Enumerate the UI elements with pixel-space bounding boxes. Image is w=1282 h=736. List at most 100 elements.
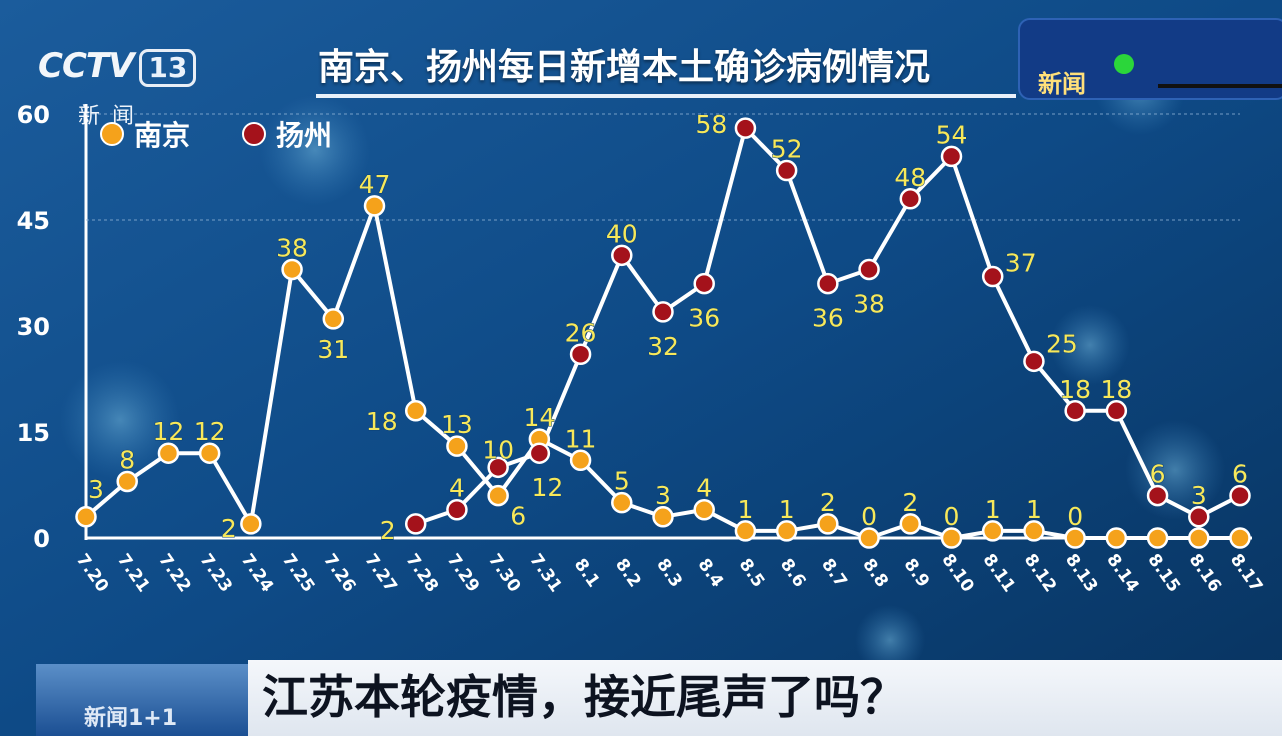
data-point-yangzhou — [817, 272, 839, 295]
x-tick-label: 7.28 — [402, 550, 442, 596]
x-tick-label: 8.1 — [570, 555, 604, 591]
data-point-yangzhou — [775, 159, 798, 182]
y-tick-label: 15 — [17, 419, 50, 447]
data-label: 2 — [380, 516, 396, 545]
data-label: 37 — [1005, 249, 1037, 278]
data-label: 1 — [779, 495, 795, 524]
news-badge: 新闻 — [1018, 18, 1282, 100]
data-point-yangzhou — [693, 272, 715, 295]
x-tick-label: 8.6 — [776, 555, 810, 591]
x-tick-label: 8.17 — [1226, 550, 1266, 596]
x-tick-label: 7.20 — [72, 550, 113, 596]
virus-decoration — [855, 605, 925, 675]
banner-strip — [248, 660, 1282, 736]
data-label: 54 — [936, 120, 968, 149]
data-point-yangzhou — [1229, 484, 1251, 507]
data-label: 12 — [531, 473, 563, 502]
data-point-nanjing — [652, 506, 674, 528]
x-tick-label: 8.11 — [979, 550, 1019, 596]
data-point-nanjing — [363, 195, 386, 217]
data-point-nanjing — [899, 513, 922, 535]
data-label: 2 — [902, 488, 918, 517]
data-point-nanjing — [116, 470, 138, 493]
data-label: 40 — [606, 219, 638, 248]
y-tick-label: 45 — [17, 207, 50, 235]
x-tick-label: 7.22 — [154, 550, 194, 596]
headline-text: 江苏本轮疫情，接近尾声了吗？ — [262, 670, 906, 724]
virus-decoration — [1050, 305, 1130, 385]
data-label: 1 — [985, 495, 1001, 524]
data-point-nanjing — [1229, 527, 1251, 549]
data-point-nanjing — [1188, 527, 1210, 549]
x-tick-label: 7.29 — [443, 550, 483, 596]
x-tick-label: 8.10 — [937, 550, 978, 596]
data-label: 4 — [696, 474, 712, 503]
chart-title: 南京、扬州每日新增本土确诊病例情况 — [318, 47, 931, 88]
x-tick-label: 8.13 — [1061, 550, 1101, 596]
data-point-yangzhou — [899, 188, 922, 210]
x-tick-label: 8.7 — [817, 555, 851, 591]
x-tick-label: 8.15 — [1143, 550, 1183, 596]
data-label: 13 — [441, 410, 473, 439]
data-label: 38 — [276, 233, 308, 262]
x-tick-label: 7.21 — [113, 550, 153, 596]
news-badge-label: 新闻 — [1038, 70, 1086, 98]
data-point-nanjing — [1023, 520, 1045, 542]
data-point-nanjing — [981, 520, 1004, 542]
x-tick-label: 7.27 — [360, 550, 400, 596]
x-tick-label: 8.16 — [1185, 550, 1225, 596]
data-label: 31 — [317, 335, 349, 364]
banner-thumb-text: 新闻1+1 — [84, 706, 178, 731]
virus-decoration — [60, 360, 180, 480]
data-point-yangzhou — [1064, 400, 1086, 422]
x-tick-label: 7.23 — [196, 550, 236, 596]
data-label: 36 — [688, 304, 720, 333]
data-point-yangzhou — [981, 265, 1004, 288]
x-tick-label: 7.30 — [484, 550, 525, 596]
data-label: 25 — [1046, 329, 1078, 358]
x-tick-label: 8.14 — [1102, 550, 1143, 596]
data-label: 1 — [737, 495, 753, 524]
legend-marker — [242, 122, 266, 146]
data-point-nanjing — [404, 400, 427, 422]
data-point-yangzhou — [487, 456, 509, 479]
data-label: 18 — [1100, 375, 1132, 404]
data-point-yangzhou — [734, 117, 757, 139]
data-point-nanjing — [75, 506, 97, 528]
data-label: 0 — [1067, 502, 1083, 531]
x-tick-label: 8.3 — [652, 555, 686, 591]
data-label: 1 — [1026, 495, 1042, 524]
data-point-nanjing — [940, 527, 963, 549]
data-label: 12 — [194, 417, 226, 446]
data-label: 0 — [861, 502, 877, 531]
data-label: 2 — [221, 514, 237, 543]
data-point-yangzhou — [652, 301, 674, 323]
data-point-nanjing — [240, 513, 262, 535]
badge-bar — [1158, 84, 1282, 88]
x-tick-label: 8.5 — [735, 555, 769, 591]
data-point-nanjing — [693, 498, 715, 521]
data-point-yangzhou — [611, 244, 633, 267]
x-tick-label: 8.2 — [611, 555, 645, 591]
data-label: 47 — [359, 170, 391, 199]
title-underline — [316, 94, 1016, 98]
data-label: 6 — [1232, 460, 1248, 489]
data-point-nanjing — [322, 308, 345, 330]
data-label: 11 — [565, 424, 597, 453]
legend-marker — [100, 122, 124, 146]
legend-label: 南京 — [134, 119, 190, 152]
data-label: 36 — [812, 304, 844, 333]
x-tick-label: 8.12 — [1020, 550, 1060, 596]
data-point-nanjing — [487, 484, 509, 507]
y-tick-label: 60 — [17, 101, 50, 129]
data-label: 2 — [820, 488, 836, 517]
data-point-nanjing — [1064, 527, 1086, 549]
legend-label: 扬州 — [276, 119, 332, 152]
x-tick-label: 8.8 — [858, 555, 892, 591]
data-point-nanjing — [198, 442, 221, 464]
x-tick-label: 7.25 — [278, 550, 318, 596]
data-point-yangzhou — [446, 498, 468, 521]
data-point-yangzhou — [569, 343, 592, 366]
data-label: 32 — [647, 332, 679, 361]
data-label: 14 — [523, 403, 555, 432]
